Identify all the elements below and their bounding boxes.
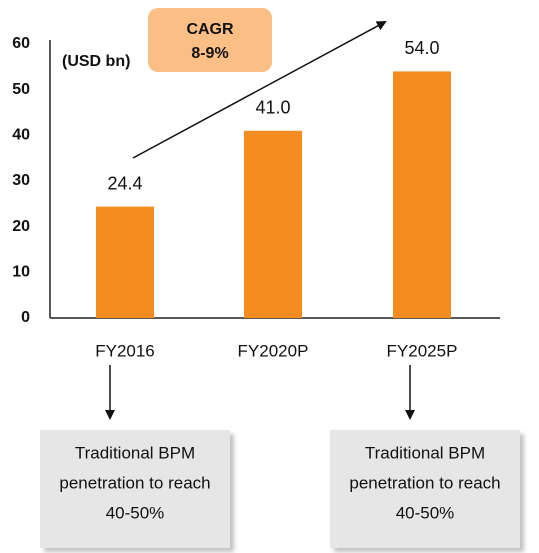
note-text: 40-50% xyxy=(396,503,455,522)
cagr-title: CAGR xyxy=(186,21,234,38)
note-text: Traditional BPM xyxy=(75,443,195,462)
note-text: Traditional BPM xyxy=(365,443,485,462)
value-label: 41.0 xyxy=(255,98,290,118)
y-tick-label: 60 xyxy=(12,35,30,52)
bar xyxy=(393,71,451,319)
x-tick-label: FY2020P xyxy=(238,341,309,360)
note-box xyxy=(330,430,520,548)
y-tick-label: 40 xyxy=(12,127,30,144)
x-tick-label: FY2016 xyxy=(95,341,155,360)
y-tick-label: 20 xyxy=(12,218,30,235)
note-text: penetration to reach xyxy=(59,473,210,492)
y-tick-label: 10 xyxy=(12,264,30,281)
y-tick-label: 0 xyxy=(21,309,30,326)
note-text: penetration to reach xyxy=(349,473,500,492)
trend-arrow xyxy=(132,21,387,159)
note-box xyxy=(40,430,230,548)
bar xyxy=(244,130,302,318)
value-label: 24.4 xyxy=(107,173,142,193)
cagr-box xyxy=(148,8,272,72)
note-text: 40-50% xyxy=(106,503,165,522)
x-tick-label: FY2025P xyxy=(387,341,458,360)
cagr-value: 8-9% xyxy=(191,45,228,62)
y-tick-label: 50 xyxy=(12,81,30,98)
bar xyxy=(96,206,154,318)
value-label: 54.0 xyxy=(404,38,439,58)
unit-label: (USD bn) xyxy=(62,53,130,70)
y-tick-label: 30 xyxy=(12,172,30,189)
